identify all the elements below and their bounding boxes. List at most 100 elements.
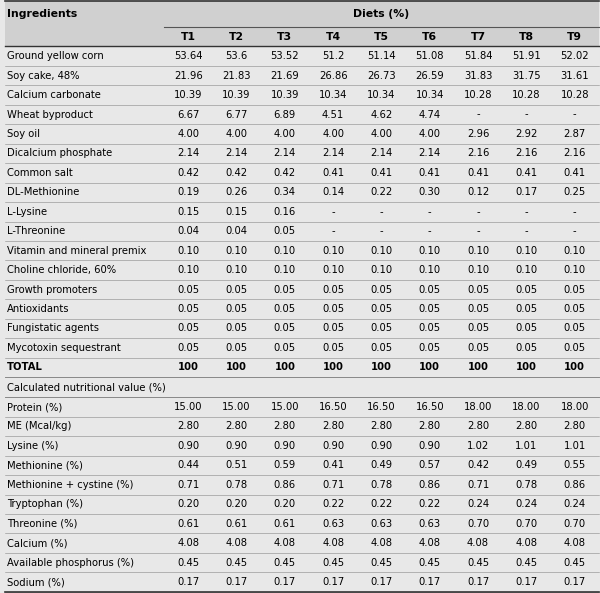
Text: -: - — [380, 227, 383, 236]
Text: 0.05: 0.05 — [467, 285, 489, 295]
Text: 0.86: 0.86 — [274, 480, 296, 490]
Text: 0.10: 0.10 — [467, 265, 489, 275]
Text: 2.80: 2.80 — [370, 422, 392, 432]
Text: 100: 100 — [467, 362, 488, 372]
Text: 0.10: 0.10 — [274, 246, 296, 256]
Text: 0.90: 0.90 — [322, 441, 344, 451]
Text: 0.16: 0.16 — [274, 207, 296, 217]
Text: 2.80: 2.80 — [419, 422, 441, 432]
Text: 18.00: 18.00 — [464, 402, 492, 412]
Text: 0.45: 0.45 — [226, 557, 248, 568]
Text: T1: T1 — [181, 31, 196, 42]
Text: 4.00: 4.00 — [370, 129, 392, 139]
Text: 0.45: 0.45 — [515, 557, 538, 568]
Text: 0.05: 0.05 — [226, 285, 248, 295]
Text: 0.61: 0.61 — [274, 519, 296, 529]
Text: 0.41: 0.41 — [322, 460, 344, 470]
Text: 0.22: 0.22 — [370, 187, 392, 197]
Text: 0.26: 0.26 — [226, 187, 248, 197]
Text: T4: T4 — [326, 31, 341, 42]
Text: 0.20: 0.20 — [177, 499, 199, 509]
Text: 4.00: 4.00 — [419, 129, 441, 139]
Text: 4.51: 4.51 — [322, 110, 344, 120]
Text: 2.80: 2.80 — [177, 422, 199, 432]
Text: 0.42: 0.42 — [467, 460, 489, 470]
Text: 0.20: 0.20 — [274, 499, 296, 509]
Text: T7: T7 — [470, 31, 485, 42]
Text: 6.89: 6.89 — [274, 110, 296, 120]
Text: 0.05: 0.05 — [515, 324, 538, 333]
Text: 0.17: 0.17 — [322, 577, 344, 587]
Text: Threonine (%): Threonine (%) — [7, 519, 77, 529]
Text: 0.19: 0.19 — [177, 187, 199, 197]
Text: -: - — [573, 227, 577, 236]
Text: Calculated nutritional value (%): Calculated nutritional value (%) — [7, 382, 166, 392]
Text: 0.14: 0.14 — [322, 187, 344, 197]
Text: -: - — [573, 207, 577, 217]
Text: 10.28: 10.28 — [512, 90, 541, 100]
Text: 0.05: 0.05 — [370, 285, 392, 295]
Text: 0.78: 0.78 — [226, 480, 248, 490]
Text: 0.78: 0.78 — [370, 480, 392, 490]
Text: 2.80: 2.80 — [322, 422, 344, 432]
Text: 0.05: 0.05 — [419, 304, 441, 314]
Text: 0.17: 0.17 — [467, 577, 489, 587]
Text: 21.69: 21.69 — [271, 71, 299, 81]
Text: 21.83: 21.83 — [222, 71, 251, 81]
Text: -: - — [524, 227, 528, 236]
Text: -: - — [331, 207, 335, 217]
Text: 2.80: 2.80 — [563, 422, 586, 432]
Text: -: - — [524, 207, 528, 217]
Text: Methionine + cystine (%): Methionine + cystine (%) — [7, 480, 134, 490]
Text: 0.34: 0.34 — [274, 187, 296, 197]
Text: 0.05: 0.05 — [563, 304, 586, 314]
Text: 0.10: 0.10 — [177, 265, 199, 275]
Text: 0.59: 0.59 — [274, 460, 296, 470]
Text: 53.52: 53.52 — [271, 51, 299, 61]
Text: 0.10: 0.10 — [419, 265, 441, 275]
Text: 0.70: 0.70 — [563, 519, 586, 529]
Text: 0.17: 0.17 — [515, 577, 538, 587]
Text: Lysine (%): Lysine (%) — [7, 441, 59, 451]
Text: 0.10: 0.10 — [515, 265, 538, 275]
Text: -: - — [331, 227, 335, 236]
Text: 0.05: 0.05 — [177, 304, 199, 314]
Text: 10.28: 10.28 — [464, 90, 492, 100]
Text: 4.08: 4.08 — [177, 538, 199, 548]
Text: 0.41: 0.41 — [370, 168, 392, 178]
Text: 2.80: 2.80 — [226, 422, 248, 432]
Text: Mycotoxin sequestrant: Mycotoxin sequestrant — [7, 343, 121, 353]
Text: 0.78: 0.78 — [515, 480, 538, 490]
Text: 31.83: 31.83 — [464, 71, 492, 81]
Text: 0.41: 0.41 — [563, 168, 586, 178]
Text: 0.17: 0.17 — [274, 577, 296, 587]
Text: 0.05: 0.05 — [322, 285, 344, 295]
Text: 2.16: 2.16 — [467, 148, 489, 158]
Text: 100: 100 — [178, 362, 199, 372]
Text: 0.05: 0.05 — [274, 324, 296, 333]
Text: 0.45: 0.45 — [274, 557, 296, 568]
Text: 4.62: 4.62 — [370, 110, 392, 120]
Text: 15.00: 15.00 — [271, 402, 299, 412]
Text: 1.01: 1.01 — [563, 441, 586, 451]
Text: 31.75: 31.75 — [512, 71, 541, 81]
Text: Dicalcium phosphate: Dicalcium phosphate — [7, 148, 112, 158]
Text: 2.80: 2.80 — [274, 422, 296, 432]
Text: -: - — [476, 110, 480, 120]
Text: 21.96: 21.96 — [174, 71, 203, 81]
Text: ME (Mcal/kg): ME (Mcal/kg) — [7, 422, 71, 432]
Text: 18.00: 18.00 — [512, 402, 541, 412]
Text: 0.90: 0.90 — [226, 441, 248, 451]
Text: 0.10: 0.10 — [274, 265, 296, 275]
Text: 4.00: 4.00 — [226, 129, 247, 139]
Text: 0.10: 0.10 — [563, 246, 586, 256]
Text: 0.05: 0.05 — [274, 227, 296, 236]
Text: 0.51: 0.51 — [226, 460, 248, 470]
Text: 2.16: 2.16 — [563, 148, 586, 158]
Text: 100: 100 — [274, 362, 295, 372]
Text: 6.77: 6.77 — [225, 110, 248, 120]
Text: 0.15: 0.15 — [226, 207, 248, 217]
Text: 0.45: 0.45 — [322, 557, 344, 568]
Text: Vitamin and mineral premix: Vitamin and mineral premix — [7, 246, 146, 256]
Text: 0.61: 0.61 — [177, 519, 199, 529]
